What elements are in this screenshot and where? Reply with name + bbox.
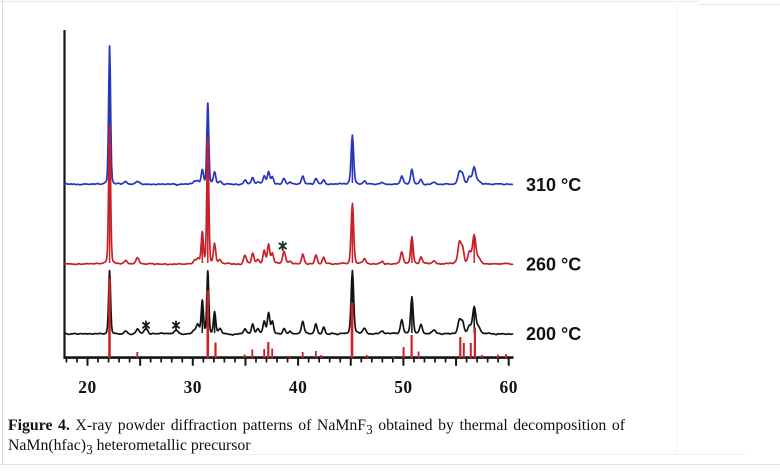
svg-text:200 °C: 200 °C [526, 324, 581, 344]
svg-text:30: 30 [184, 377, 202, 397]
svg-text:40: 40 [289, 377, 307, 397]
svg-text:50: 50 [394, 377, 412, 397]
svg-text:60: 60 [500, 377, 518, 397]
svg-text:260 °C: 260 °C [526, 254, 581, 274]
svg-text:310 °C: 310 °C [526, 175, 581, 195]
svg-text:20: 20 [78, 377, 96, 397]
